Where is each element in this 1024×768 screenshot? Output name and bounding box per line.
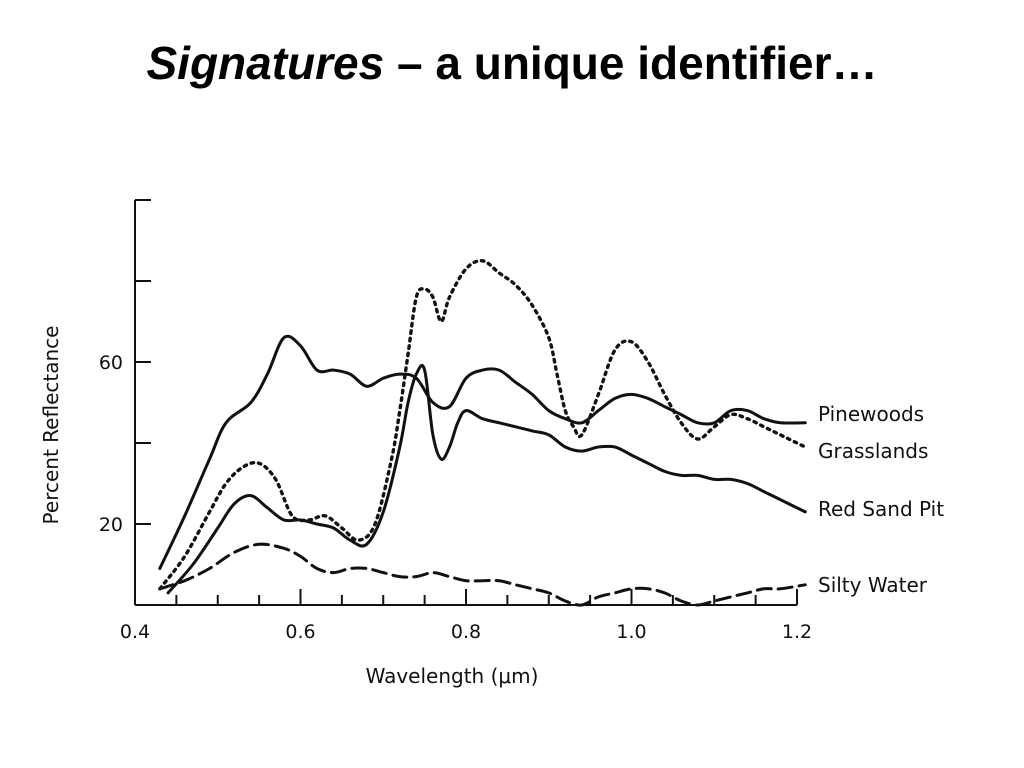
x-tick-label: 1.0 — [616, 621, 646, 643]
x-tick-label: 1.2 — [782, 621, 812, 643]
series-line-grasslands — [158, 258, 807, 591]
y-tick-label: 20 — [99, 514, 123, 536]
slide-title-rest: – a unique identifier… — [384, 37, 878, 89]
x-tick-labels: 0.4 0.6 0.8 1.0 1.2 — [120, 621, 812, 643]
series-line-red-sand-pit — [166, 364, 807, 595]
slide-title-italic: Signatures — [146, 37, 385, 89]
y-ticks — [135, 199, 151, 606]
x-tick-label: 0.8 — [451, 621, 481, 643]
slide-title: Signatures – a unique identifier… — [0, 36, 1024, 90]
series-label-pinewoods: Pinewoods — [818, 402, 924, 426]
x-axis-title: Wavelength (μm) — [366, 664, 539, 688]
series-lines — [158, 258, 807, 607]
y-tick-label: 60 — [99, 352, 123, 374]
series-line-silty-water — [158, 542, 807, 607]
x-ticks — [134, 589, 798, 605]
x-tick-label: 0.6 — [285, 621, 315, 643]
series-line-pinewoods — [158, 334, 807, 570]
series-label-grasslands: Grasslands — [818, 439, 928, 463]
series-label-silty-water: Silty Water — [818, 573, 928, 597]
series-label-red-sand-pit: Red Sand Pit — [818, 497, 944, 521]
x-tick-label: 0.4 — [120, 621, 150, 643]
series-labels: Pinewoods Grasslands Red Sand Pit Silty Wat… — [818, 402, 944, 597]
y-axis-title: Percent Reflectance — [39, 326, 63, 525]
